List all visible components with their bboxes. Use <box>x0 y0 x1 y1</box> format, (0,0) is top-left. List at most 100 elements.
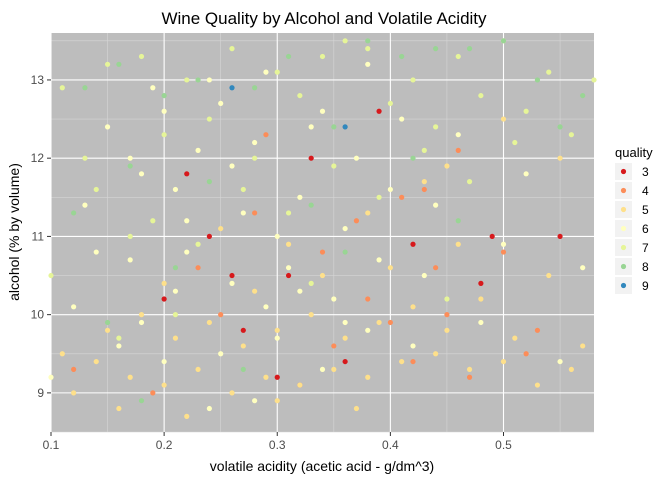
data-point-quality-3 <box>410 241 416 247</box>
data-point-quality-5 <box>127 374 133 380</box>
data-point-quality-6 <box>376 257 382 263</box>
data-point-quality-8 <box>433 46 439 52</box>
legend-label-5: 5 <box>642 203 649 217</box>
data-point-quality-6 <box>240 210 246 216</box>
data-point-quality-4 <box>455 147 461 153</box>
data-point-quality-7 <box>48 272 54 279</box>
data-point-quality-7 <box>252 155 258 161</box>
data-point-quality-6 <box>455 132 461 138</box>
data-point-quality-6 <box>387 186 393 193</box>
data-point-quality-6 <box>500 241 507 247</box>
data-point-quality-6 <box>433 202 439 208</box>
data-point-quality-3 <box>285 272 292 279</box>
data-point-quality-5 <box>568 366 574 373</box>
data-point-quality-4 <box>365 296 371 302</box>
legend-key-8 <box>620 263 627 270</box>
data-point-quality-5 <box>71 390 77 396</box>
data-point-quality-4 <box>433 265 439 271</box>
x-tick-label: 0.5 <box>495 438 512 452</box>
data-point-quality-8 <box>240 366 246 373</box>
data-point-quality-3 <box>308 155 314 161</box>
data-point-quality-4 <box>353 218 360 224</box>
data-point-quality-8 <box>82 85 88 91</box>
data-point-quality-5 <box>263 374 269 380</box>
data-point-quality-5 <box>478 296 484 302</box>
data-point-quality-4 <box>534 327 541 333</box>
data-point-quality-8 <box>195 77 201 83</box>
data-point-quality-7 <box>568 132 574 138</box>
data-point-quality-8 <box>410 155 416 161</box>
data-point-quality-4 <box>218 312 224 318</box>
data-point-quality-6 <box>150 85 156 91</box>
data-point-quality-3 <box>478 280 484 286</box>
x-tick-label: 0.4 <box>382 438 399 452</box>
data-point-quality-6 <box>161 358 167 365</box>
data-point-quality-4 <box>523 351 529 357</box>
data-point-quality-6 <box>365 61 371 67</box>
data-point-quality-6 <box>399 116 405 122</box>
data-point-quality-7 <box>387 100 393 107</box>
data-point-quality-5 <box>195 366 201 373</box>
data-point-quality-7 <box>161 132 167 138</box>
data-point-quality-6 <box>71 304 77 310</box>
data-point-quality-8 <box>252 85 258 91</box>
data-point-quality-7 <box>116 335 122 341</box>
data-point-quality-6 <box>218 351 224 357</box>
data-point-quality-5 <box>274 398 280 404</box>
x-tick-label: 0.2 <box>156 438 173 452</box>
data-point-quality-6 <box>297 194 303 200</box>
data-point-quality-8 <box>342 249 348 255</box>
data-point-quality-3 <box>557 233 563 240</box>
data-point-quality-7 <box>229 46 235 52</box>
data-point-quality-7 <box>308 280 314 286</box>
data-point-quality-6 <box>229 163 235 169</box>
data-point-quality-6 <box>93 249 99 255</box>
data-point-quality-5 <box>500 116 507 122</box>
data-point-quality-7 <box>342 38 348 44</box>
data-point-quality-5 <box>433 351 439 357</box>
data-point-quality-6 <box>319 108 326 114</box>
data-point-quality-7 <box>184 77 190 83</box>
y-axis-ticks: 9 10 11 12 13 <box>31 73 51 400</box>
data-point-quality-7 <box>523 108 529 114</box>
data-point-quality-5 <box>353 405 360 412</box>
data-point-quality-6 <box>218 100 224 107</box>
data-point-quality-5 <box>557 155 563 161</box>
data-point-quality-6 <box>138 171 145 177</box>
data-point-quality-7 <box>274 69 280 75</box>
grid-lines <box>50 33 594 433</box>
data-point-quality-6 <box>161 108 167 114</box>
data-point-quality-5 <box>455 241 461 247</box>
data-point-quality-5 <box>252 288 258 294</box>
data-point-quality-7 <box>478 92 484 99</box>
data-points <box>48 38 597 419</box>
data-point-quality-6 <box>580 265 586 271</box>
data-point-quality-5 <box>206 319 212 326</box>
data-point-quality-6 <box>353 155 360 161</box>
y-tick-label: 12 <box>31 151 45 165</box>
legend-label-6: 6 <box>642 222 649 236</box>
data-point-quality-5 <box>342 335 348 341</box>
data-point-quality-5 <box>365 374 371 380</box>
data-point-quality-5 <box>104 327 111 333</box>
data-point-quality-7 <box>297 92 303 99</box>
data-point-quality-6 <box>116 343 122 349</box>
data-point-quality-5 <box>308 312 314 318</box>
data-point-quality-8 <box>308 202 314 208</box>
x-tick-label: 0.3 <box>269 438 286 452</box>
y-axis-title: alcohol (% by volume) <box>6 163 22 301</box>
chart-title: Wine Quality by Alcohol and Volatile Aci… <box>161 9 487 28</box>
data-point-quality-5 <box>331 366 337 373</box>
y-tick-label: 11 <box>32 229 45 243</box>
x-axis-title: volatile acidity (acetic acid - g/dm^3) <box>210 458 434 474</box>
data-point-quality-3 <box>161 296 167 302</box>
data-point-quality-5 <box>138 312 145 318</box>
data-point-quality-6 <box>274 335 280 341</box>
data-point-quality-5 <box>229 390 235 396</box>
data-point-quality-8 <box>116 61 122 67</box>
data-point-quality-7 <box>433 124 439 130</box>
data-point-quality-4 <box>500 249 507 255</box>
data-point-quality-5 <box>444 327 450 333</box>
data-point-quality-6 <box>206 405 212 412</box>
data-point-quality-7 <box>365 46 371 52</box>
